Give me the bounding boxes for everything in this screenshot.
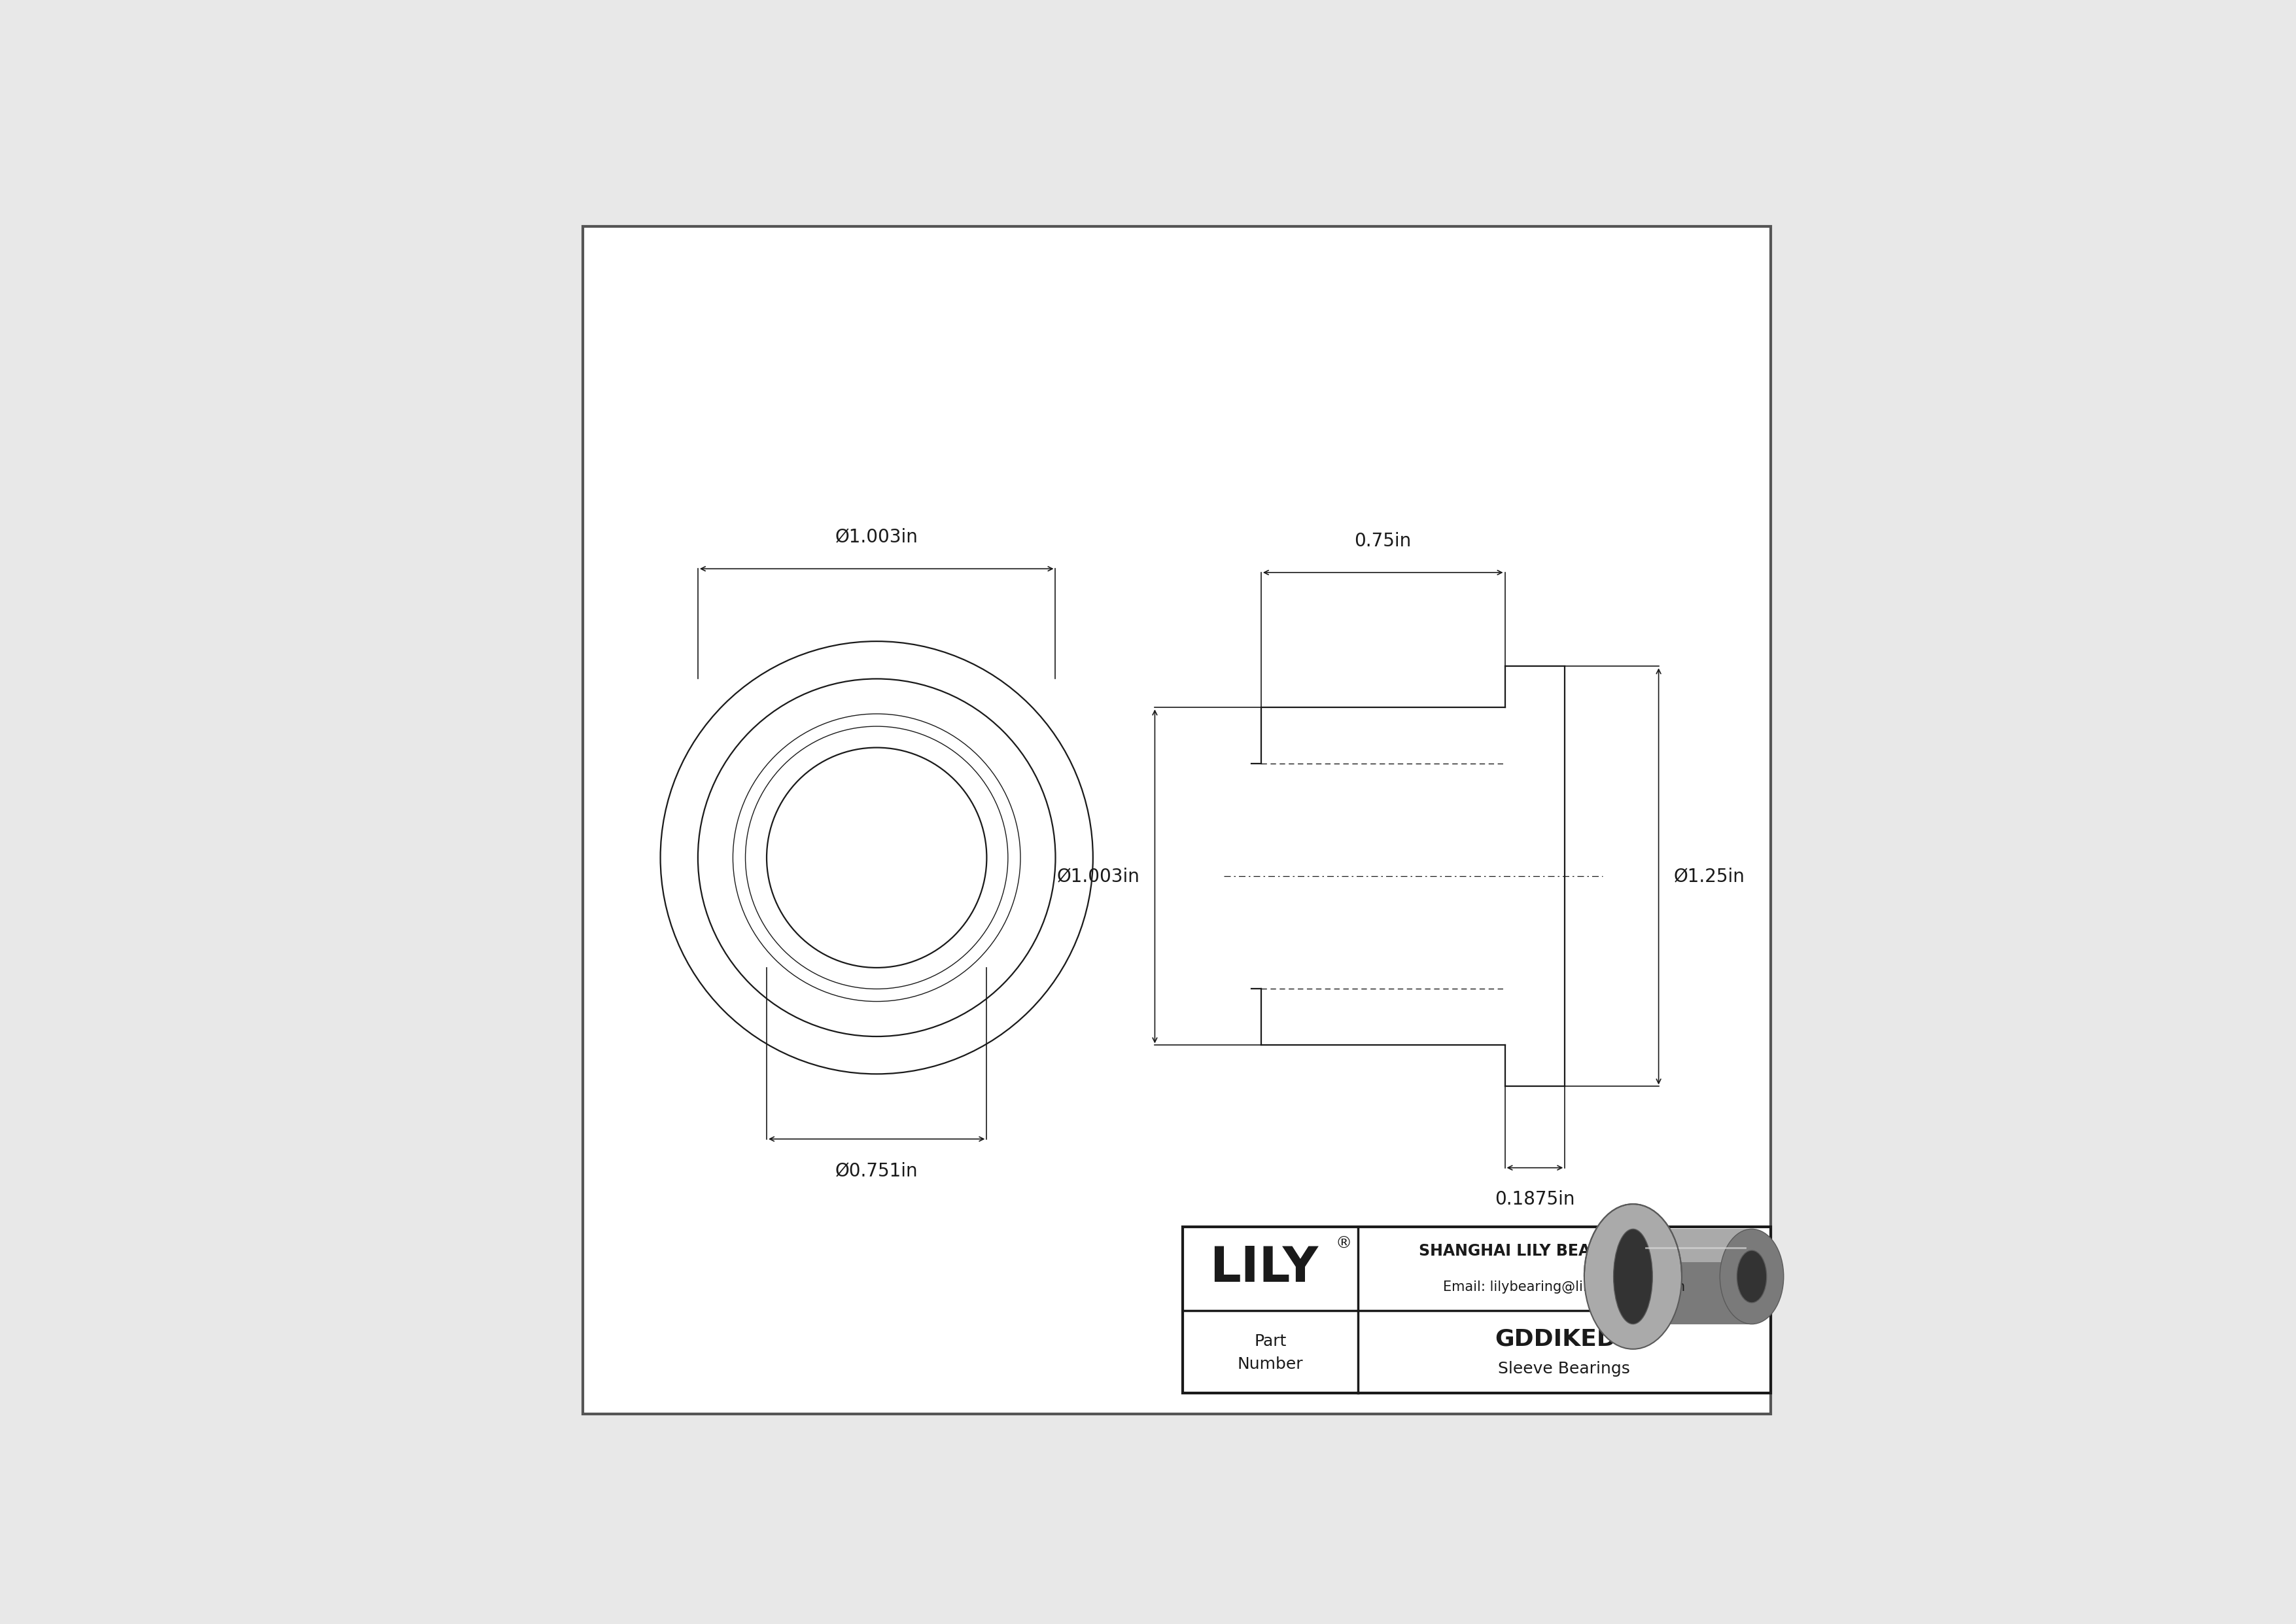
FancyBboxPatch shape [1632,1229,1752,1324]
Text: Ø0.751in: Ø0.751in [836,1161,918,1179]
Text: Ø1.25in: Ø1.25in [1674,867,1745,885]
Text: ®: ® [1336,1236,1352,1250]
Text: Number: Number [1238,1356,1304,1372]
Text: 0.75in: 0.75in [1355,531,1412,551]
Text: LILY: LILY [1210,1244,1318,1293]
Text: Ø1.003in: Ø1.003in [1056,867,1139,885]
Text: Part: Part [1254,1333,1286,1350]
Text: 0.1875in: 0.1875in [1495,1190,1575,1208]
Text: GDDIKEDC: GDDIKEDC [1495,1328,1635,1350]
Ellipse shape [1720,1229,1784,1324]
Bar [1182,1226,1770,1393]
Text: SHANGHAI LILY BEARING LIMITED: SHANGHAI LILY BEARING LIMITED [1419,1242,1711,1259]
Bar [1182,1226,1770,1393]
Text: Ø1.003in: Ø1.003in [836,528,918,546]
Polygon shape [1632,1229,1752,1262]
Ellipse shape [1584,1203,1681,1350]
Text: Email: lilybearing@lily-bearing.com: Email: lilybearing@lily-bearing.com [1444,1281,1685,1294]
Ellipse shape [1614,1229,1653,1324]
Text: Sleeve Bearings: Sleeve Bearings [1499,1361,1630,1377]
Ellipse shape [1736,1250,1766,1302]
